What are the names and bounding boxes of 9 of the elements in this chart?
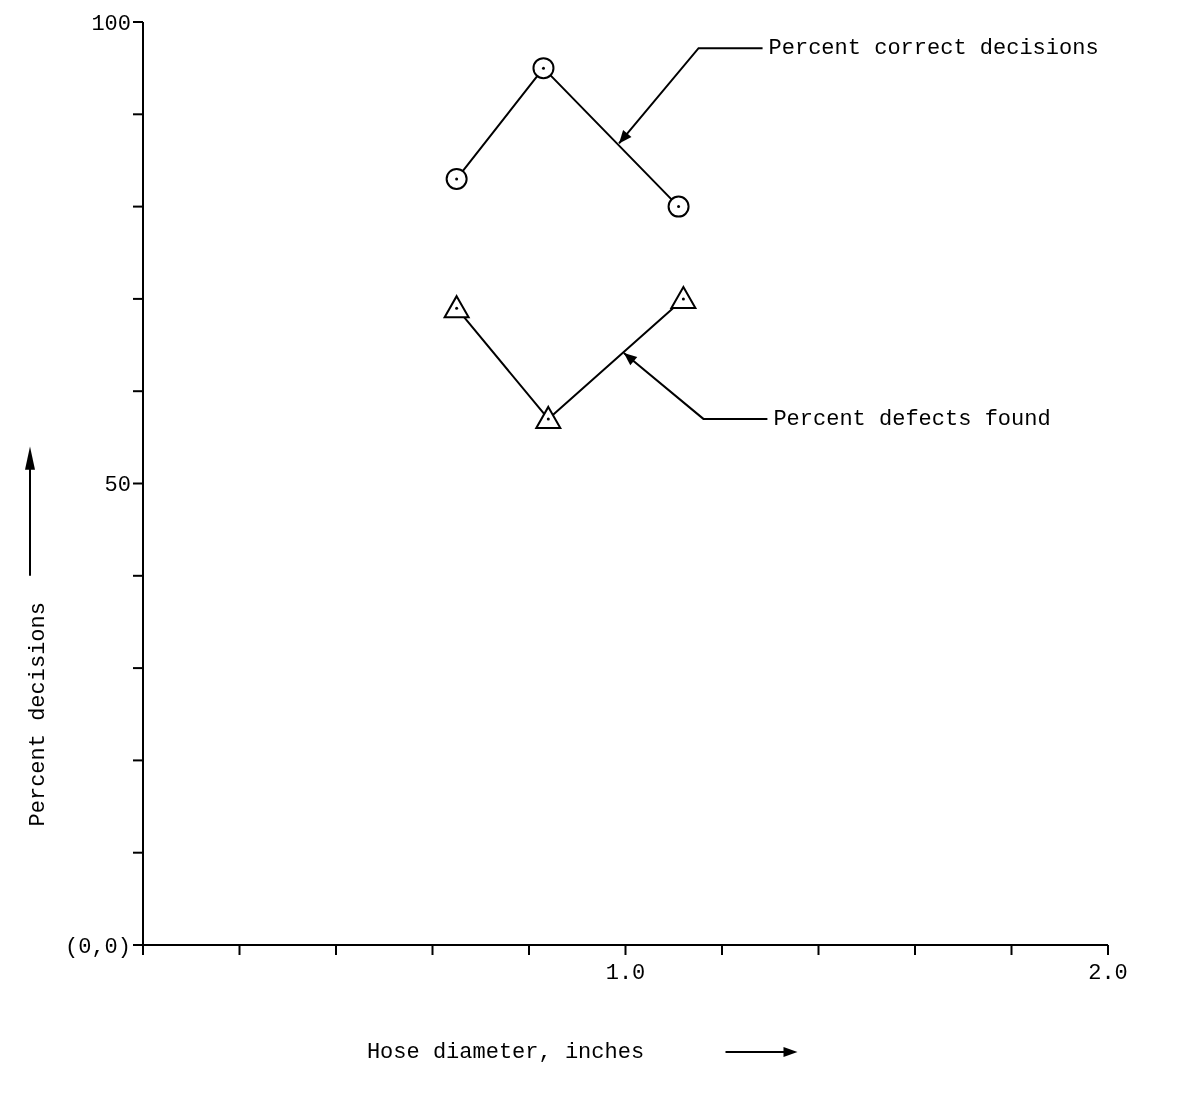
y-tick-label: 50	[104, 473, 131, 499]
y-tick-label: 100	[91, 11, 131, 37]
x-tick-label: 1.0	[605, 960, 646, 986]
text: Percent defects found	[773, 406, 1051, 432]
y-tick-label: (0,0)	[64, 934, 131, 960]
y-axis-title: Percent decisions	[25, 602, 51, 827]
x-axis-title: Hose diameter, inches	[366, 1040, 645, 1065]
x-tick-label: 2.0	[1088, 960, 1128, 986]
text: Percent correct decisions	[768, 35, 1099, 61]
